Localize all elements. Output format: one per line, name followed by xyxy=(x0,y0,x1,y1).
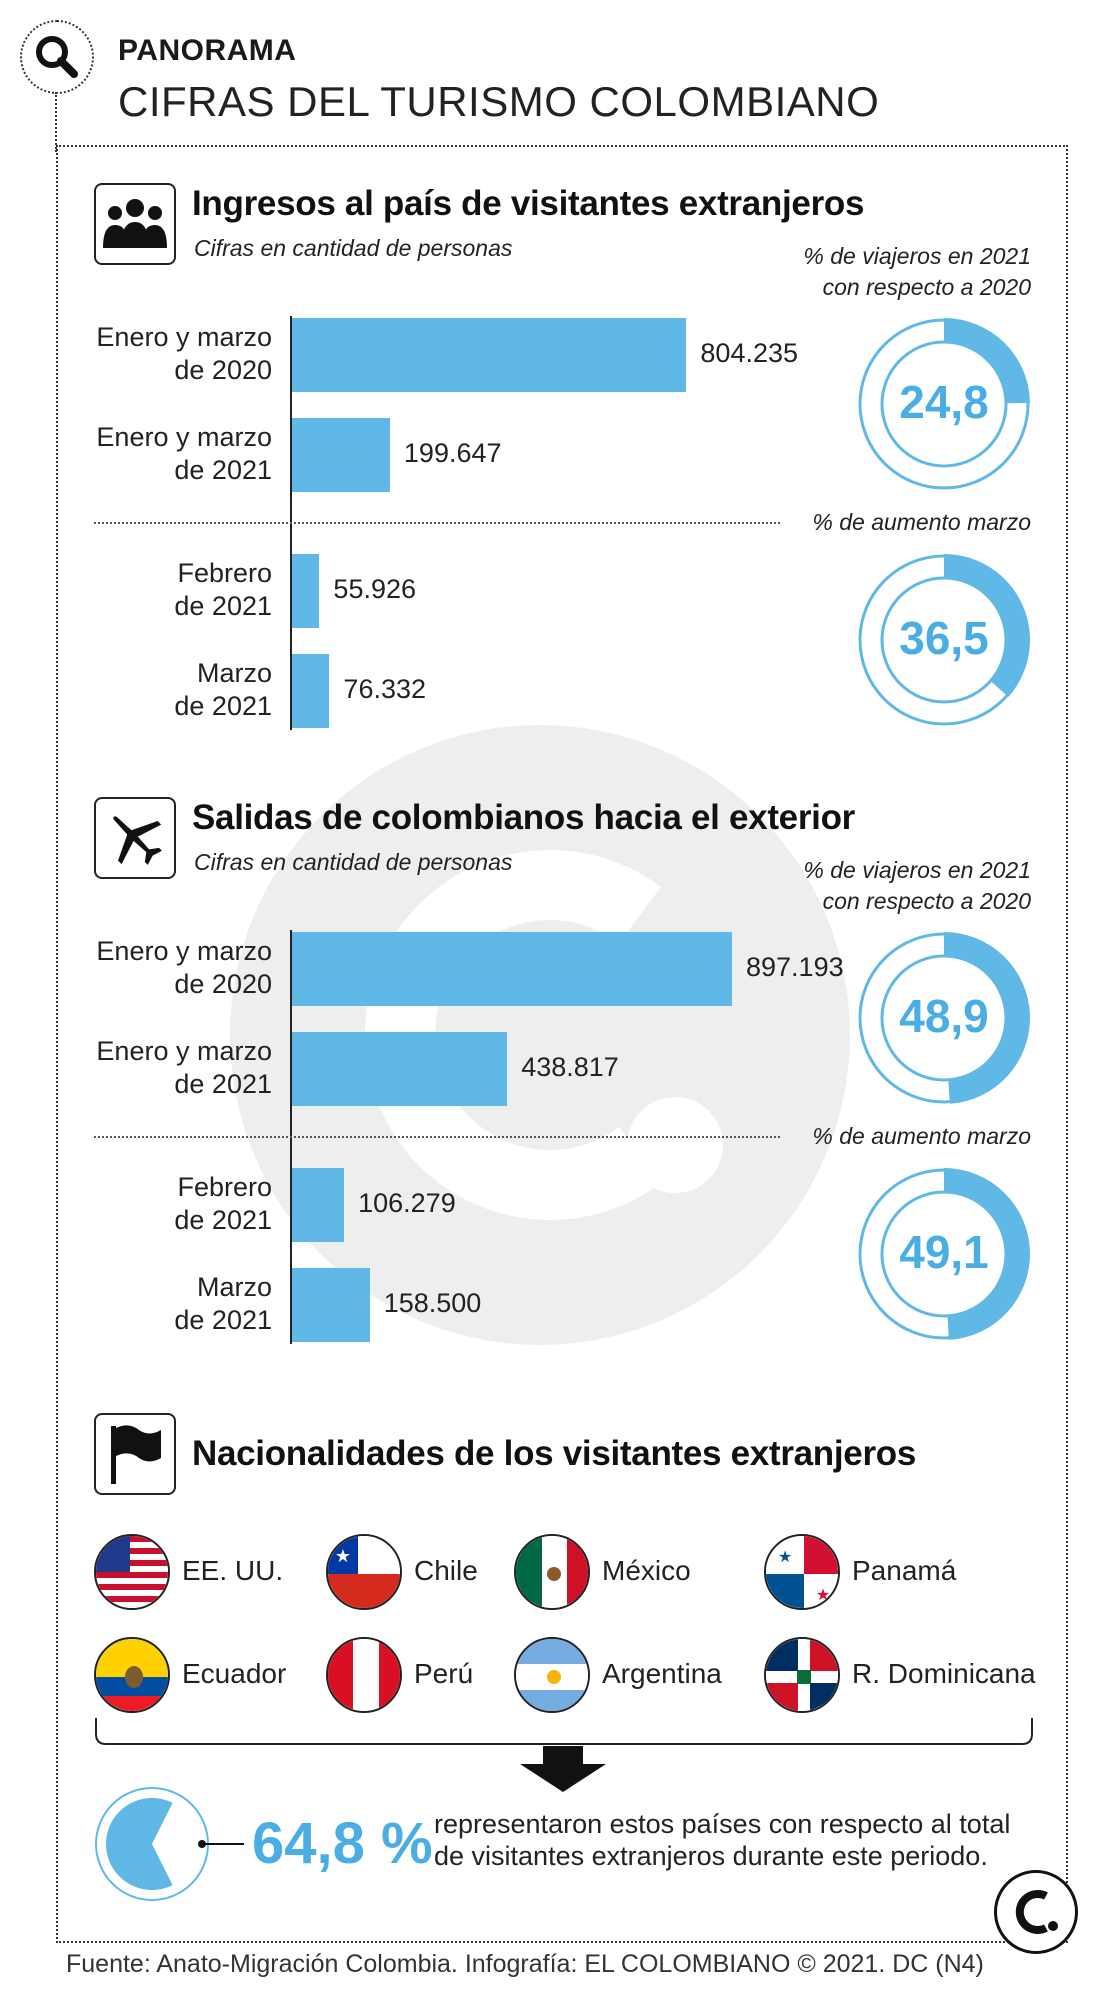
donut-value: 48,9 xyxy=(899,990,989,1042)
el-colombiano-logo xyxy=(994,1870,1078,1954)
bar-value-label: 804.235 xyxy=(700,338,799,368)
bracket xyxy=(95,1718,1033,1745)
header-connector xyxy=(55,92,57,152)
country-name: R. Dominicana xyxy=(852,1658,1036,1689)
dominican-republic-flag-icon xyxy=(764,1637,840,1713)
country-name: Ecuador xyxy=(182,1658,287,1689)
bar xyxy=(292,1168,345,1242)
pct-label: % de aumento marzo xyxy=(812,509,1031,535)
donut-segment xyxy=(944,318,1030,404)
svg-text:★: ★ xyxy=(778,1547,792,1566)
bar xyxy=(292,1268,370,1342)
country-name: Perú xyxy=(414,1658,474,1689)
infographic-frame xyxy=(56,145,1068,1943)
bar xyxy=(292,554,320,628)
donut-segment xyxy=(944,932,1030,1104)
section-title: Salidas de colombianos hacia el exterior xyxy=(192,798,855,837)
usa-flag-icon xyxy=(94,1534,170,1610)
bar xyxy=(292,932,732,1006)
donut-value: 49,1 xyxy=(899,1226,989,1278)
bar-value-label: 897.193 xyxy=(746,952,844,982)
bar xyxy=(292,654,330,728)
category-label: Febrero de 2021 xyxy=(174,1172,272,1235)
category-label: Febrero de 2021 xyxy=(174,558,272,621)
pct-label: % de viajeros en 2021 con respecto a 202… xyxy=(803,243,1031,300)
page-title: CIFRAS DEL TURISMO COLOMBIANO xyxy=(118,78,880,125)
country-name: Argentina xyxy=(602,1658,722,1689)
bar-value-label: 55.926 xyxy=(333,574,417,604)
bar xyxy=(292,318,687,392)
category-label: Enero y marzo de 2020 xyxy=(96,322,272,385)
donut-chart xyxy=(858,932,1030,1104)
section-subtitle: Cifras en cantidad de personas xyxy=(194,849,513,875)
peru-flag-icon xyxy=(326,1637,402,1713)
footer-credit: Fuente: Anato-Migración Colombia. Infogr… xyxy=(66,1950,984,1978)
country-name: EE. UU. xyxy=(182,1555,284,1586)
donut-segment xyxy=(944,1168,1031,1340)
donut-chart xyxy=(858,1168,1031,1340)
category-label: Enero y marzo de 2021 xyxy=(96,422,272,485)
pie-segment xyxy=(106,1798,173,1890)
divider xyxy=(94,1136,780,1138)
pct-label: % de aumento marzo xyxy=(812,1123,1031,1149)
search-icon xyxy=(20,20,94,94)
bar-value-label: 158.500 xyxy=(383,1288,482,1318)
pct-label: % de viajeros en 2021 con respecto a 202… xyxy=(803,857,1031,914)
section-title: Ingresos al país de visitantes extranjer… xyxy=(192,184,865,223)
mexico-flag-icon xyxy=(514,1534,590,1610)
donut-segment xyxy=(944,554,1030,697)
category-label: Marzo de 2021 xyxy=(174,658,272,721)
category-label: Marzo de 2021 xyxy=(174,1272,272,1335)
summary-text: representaron estos países con respecto … xyxy=(434,1809,1011,1871)
share-value: 64,8 % xyxy=(252,1811,433,1876)
people-icon xyxy=(94,183,176,265)
donut-value: 24,8 xyxy=(899,376,989,428)
bar-value-label: 438.817 xyxy=(521,1052,619,1082)
bar-value-label: 199.647 xyxy=(403,438,502,468)
country-name: Chile xyxy=(414,1555,478,1586)
category-label: Enero y marzo de 2021 xyxy=(96,1036,272,1099)
country-name: Panamá xyxy=(852,1555,957,1586)
panama-flag-icon: ★ ★ xyxy=(764,1534,840,1610)
share-pie-chart xyxy=(95,1787,244,1901)
flag-icon xyxy=(94,1413,176,1495)
divider xyxy=(94,522,780,524)
bar-value-label: 106.279 xyxy=(358,1188,456,1218)
svg-text:★: ★ xyxy=(335,1546,351,1567)
argentina-flag-icon xyxy=(514,1637,590,1713)
section-subtitle: Cifras en cantidad de personas xyxy=(194,235,513,261)
chile-flag-icon: ★ xyxy=(326,1534,402,1610)
airplane-icon xyxy=(94,797,176,879)
bar-value-label: 76.332 xyxy=(343,674,427,704)
section-title: Nacionalidades de los visitantes extranj… xyxy=(192,1434,917,1473)
donut-value: 36,5 xyxy=(899,612,989,664)
ecuador-flag-icon xyxy=(94,1637,170,1713)
donut-chart xyxy=(858,554,1030,726)
country-name: México xyxy=(602,1555,691,1586)
category-label: Enero y marzo de 2020 xyxy=(96,936,272,999)
bar xyxy=(292,1032,508,1106)
bar xyxy=(292,418,390,492)
arrow-down-icon xyxy=(520,1746,606,1792)
donut-chart xyxy=(858,318,1030,490)
header-kicker: PANORAMA xyxy=(118,34,297,67)
